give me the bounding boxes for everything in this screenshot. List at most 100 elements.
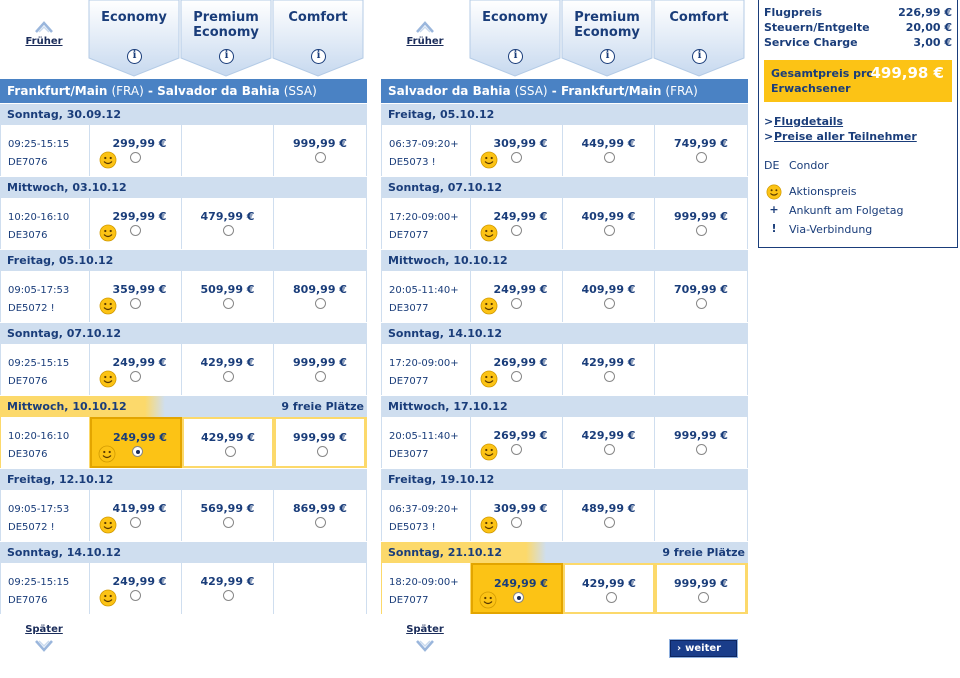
all-passenger-prices-link[interactable]: >Preise aller Teilnehmer <box>764 129 952 144</box>
fare-cell[interactable]: 309,99 € <box>471 125 563 176</box>
info-icon[interactable]: i <box>127 49 142 64</box>
fare-cell[interactable]: 409,99 € <box>563 271 655 322</box>
fare-cell[interactable]: 419,99 € <box>90 490 182 541</box>
fare-cell[interactable]: 999,99 € <box>274 344 366 395</box>
fare-radio[interactable] <box>223 298 234 309</box>
fare-radio[interactable] <box>130 152 141 163</box>
fare-radio[interactable] <box>130 225 141 236</box>
earlier-link[interactable]: Früher <box>25 36 63 47</box>
fare-cell[interactable]: 249,99 € <box>90 344 182 395</box>
continue-button[interactable]: › weiter <box>670 640 737 657</box>
fare-radio[interactable] <box>604 444 615 455</box>
fare-radio[interactable] <box>223 371 234 382</box>
fare-radio[interactable] <box>606 592 617 603</box>
fare-radio[interactable] <box>511 152 522 163</box>
info-icon[interactable]: i <box>692 49 707 64</box>
info-icon[interactable]: i <box>508 49 523 64</box>
fare-cell[interactable]: 249,99 € <box>471 271 563 322</box>
fare-price: 999,99 € <box>293 356 347 369</box>
fare-radio[interactable] <box>604 152 615 163</box>
fare-cell[interactable]: 429,99 € <box>182 344 274 395</box>
fare-radio[interactable] <box>315 371 326 382</box>
fare-radio[interactable] <box>130 517 141 528</box>
fare-cell[interactable]: 569,99 € <box>182 490 274 541</box>
fare-cell[interactable]: 479,99 € <box>182 198 274 249</box>
fare-label: Economy <box>482 10 548 25</box>
fare-radio[interactable] <box>696 444 707 455</box>
tab-background <box>469 0 561 78</box>
fare-cell[interactable]: 429,99 € <box>563 417 655 468</box>
fare-radio[interactable] <box>315 298 326 309</box>
chevron-down-icon[interactable] <box>35 639 53 653</box>
info-icon[interactable]: i <box>311 49 326 64</box>
fare-radio[interactable] <box>223 590 234 601</box>
later-link[interactable]: Später <box>406 624 444 635</box>
fare-radio[interactable] <box>696 225 707 236</box>
fare-radio[interactable] <box>511 444 522 455</box>
fare-radio[interactable] <box>130 298 141 309</box>
fare-cell[interactable]: 429,99 € <box>182 563 274 614</box>
fare-radio[interactable] <box>317 446 328 457</box>
chevron-up-icon[interactable] <box>35 20 53 34</box>
fare-radio[interactable] <box>315 152 326 163</box>
fare-cell[interactable]: 429,99 € <box>182 417 274 468</box>
fare-radio[interactable] <box>698 592 709 603</box>
fare-cell[interactable]: 809,99 € <box>274 271 366 322</box>
fare-cell[interactable]: 999,99 € <box>655 198 747 249</box>
fare-radio[interactable] <box>511 371 522 382</box>
info-icon[interactable]: i <box>600 49 615 64</box>
fare-cell[interactable]: 359,99 € <box>90 271 182 322</box>
fare-radio[interactable] <box>130 590 141 601</box>
fare-price: 249,99 € <box>493 210 548 223</box>
fare-cell[interactable]: 999,99 € <box>655 563 747 614</box>
fare-cell[interactable]: 249,99 € <box>471 198 563 249</box>
info-icon[interactable]: i <box>219 49 234 64</box>
fare-radio[interactable] <box>223 225 234 236</box>
fare-cell[interactable]: 869,99 € <box>274 490 366 541</box>
smiley-icon <box>98 445 116 463</box>
fare-radio[interactable] <box>513 592 524 603</box>
fare-radio[interactable] <box>132 446 143 457</box>
fare-cell[interactable]: 429,99 € <box>563 344 655 395</box>
fare-radio[interactable] <box>511 517 522 528</box>
fare-radio[interactable] <box>696 152 707 163</box>
fare-cell[interactable]: 999,99 € <box>655 417 747 468</box>
flight-number: DE3077 <box>389 303 429 314</box>
fare-radio[interactable] <box>604 371 615 382</box>
later-link[interactable]: Später <box>25 624 63 635</box>
fare-cell[interactable]: 709,99 € <box>655 271 747 322</box>
fare-radio[interactable] <box>696 298 707 309</box>
chevron-up-icon[interactable] <box>416 20 434 34</box>
earlier-link[interactable]: Früher <box>406 36 444 47</box>
fare-cell[interactable]: 269,99 € <box>471 417 563 468</box>
fare-cell[interactable]: 249,99 € <box>90 563 182 614</box>
fare-cell[interactable]: 269,99 € <box>471 344 563 395</box>
fare-cell[interactable]: 509,99 € <box>182 271 274 322</box>
flight-details-link[interactable]: >Flugdetails <box>764 114 952 129</box>
fare-cell[interactable]: 249,99 € <box>90 417 182 468</box>
fare-cell[interactable]: 999,99 € <box>274 125 366 176</box>
fare-cell[interactable]: 429,99 € <box>563 563 655 614</box>
fare-cell[interactable]: 299,99 € <box>90 125 182 176</box>
fare-radio[interactable] <box>511 298 522 309</box>
fare-radio[interactable] <box>511 225 522 236</box>
fare-cell[interactable]: 409,99 € <box>563 198 655 249</box>
fare-radio[interactable] <box>604 225 615 236</box>
fare-cell[interactable]: 299,99 € <box>90 198 182 249</box>
fare-cell[interactable]: 309,99 € <box>471 490 563 541</box>
fare-cell[interactable]: 249,99 € <box>471 563 563 614</box>
fare-cell[interactable]: 489,99 € <box>563 490 655 541</box>
fare-radio[interactable] <box>604 298 615 309</box>
fare-radio[interactable] <box>604 517 615 528</box>
fare-radio[interactable] <box>223 517 234 528</box>
legend-promo-price: Aktionspreis <box>764 184 952 203</box>
fare-cell[interactable]: 449,99 € <box>563 125 655 176</box>
fare-radio[interactable] <box>315 517 326 528</box>
fare-cell[interactable]: 999,99 € <box>274 417 366 468</box>
flight-number: DE3077 <box>389 449 429 460</box>
route-title: Frankfurt/Main (FRA) - Salvador da Bahia(… <box>0 79 367 103</box>
fare-cell[interactable]: 749,99 € <box>655 125 747 176</box>
chevron-down-icon[interactable] <box>416 639 434 653</box>
fare-radio[interactable] <box>130 371 141 382</box>
fare-radio[interactable] <box>225 446 236 457</box>
